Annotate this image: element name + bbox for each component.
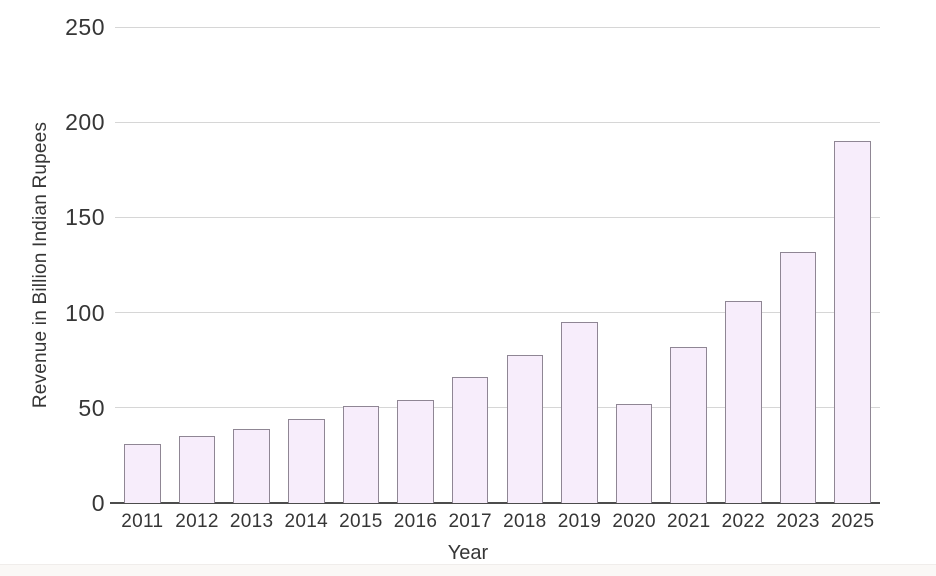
bar-2012 (178, 436, 216, 503)
bar-2016 (397, 400, 434, 503)
x-tick-label-2016: 2016 (393, 511, 438, 532)
y-tick-label-150: 150 (65, 204, 105, 231)
bar-2022 (725, 301, 762, 503)
y-tick-label-100: 100 (65, 299, 105, 326)
bar-2015 (342, 405, 380, 503)
x-tick-label-2021: 2021 (667, 511, 711, 532)
x-tick-label-2025: 2025 (830, 511, 875, 532)
x-tick-label-2023: 2023 (776, 511, 820, 532)
plot-area (110, 26, 880, 504)
x-tick-label-2015: 2015 (339, 511, 383, 532)
x-tick-label-2022: 2022 (721, 511, 766, 532)
bar-2011 (124, 443, 161, 503)
x-tick-label-2018: 2018 (503, 511, 547, 532)
bar-2023 (779, 251, 817, 503)
y-tick-label-50: 50 (78, 394, 105, 421)
x-tick-label-2012: 2012 (175, 511, 219, 532)
page-bottom-strip (0, 564, 936, 576)
bar-2013 (233, 428, 270, 503)
bar-2020 (615, 404, 653, 503)
gridline-250 (115, 26, 880, 28)
gridline-100 (115, 312, 880, 314)
bar-2019 (561, 322, 598, 503)
x-tick-label-2019: 2019 (557, 511, 602, 532)
x-axis-title: Year (447, 542, 489, 564)
gridline-200 (115, 121, 880, 123)
x-tick-label-2014: 2014 (284, 511, 328, 532)
x-tick-label-2013: 2013 (229, 511, 274, 532)
x-tick-label-2020: 2020 (612, 511, 656, 532)
bar-2025 (834, 141, 871, 503)
bar-2021 (670, 346, 708, 503)
y-tick-label-250: 250 (65, 14, 105, 40)
x-tick-label-2017: 2017 (448, 511, 492, 532)
bar-2014 (287, 419, 325, 503)
gridline-150 (115, 216, 880, 218)
y-tick-label-200: 200 (65, 109, 105, 136)
bar-2018 (506, 354, 544, 503)
bar-2017 (451, 377, 489, 503)
y-axis-title: Revenue in Billion Indian Rupees (30, 121, 51, 409)
y-tick-label-0: 0 (91, 490, 105, 516)
gridline-50 (115, 407, 880, 409)
x-axis-line (110, 502, 880, 504)
x-tick-label-2011: 2011 (121, 511, 164, 532)
